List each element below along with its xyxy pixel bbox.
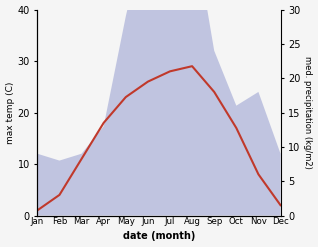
Y-axis label: max temp (C): max temp (C) [5, 81, 15, 144]
X-axis label: date (month): date (month) [123, 231, 195, 242]
Y-axis label: med. precipitation (kg/m2): med. precipitation (kg/m2) [303, 56, 313, 169]
